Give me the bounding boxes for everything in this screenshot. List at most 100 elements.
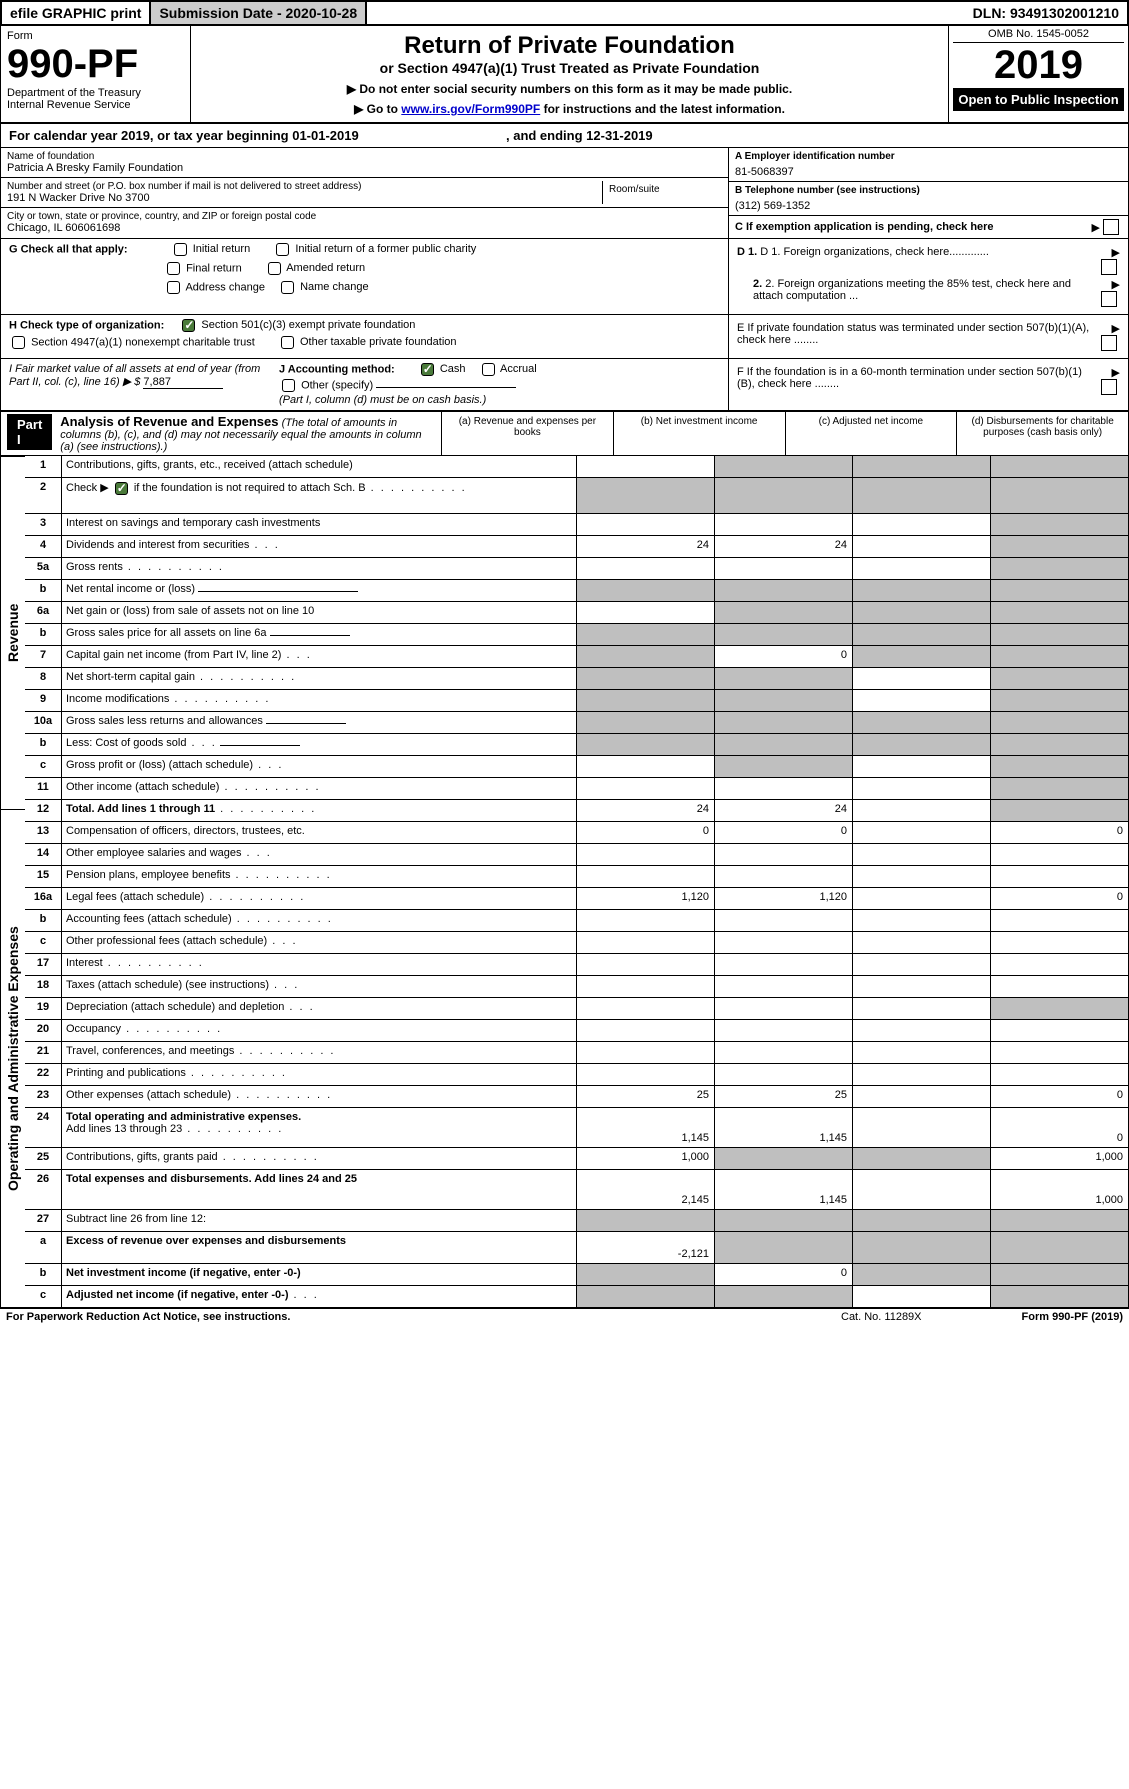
g-final-checkbox[interactable] — [167, 262, 180, 275]
form-number: 990-PF — [7, 42, 184, 87]
r12-b: 24 — [714, 800, 852, 821]
g-name-checkbox[interactable] — [281, 281, 294, 294]
j-other-checkbox[interactable] — [282, 379, 295, 392]
arrow-icon: ▶ — [1092, 221, 1100, 234]
g-initial-label: Initial return — [193, 243, 250, 255]
instr2-post: for instructions and the latest informat… — [544, 102, 785, 116]
g-initial-former-checkbox[interactable] — [276, 243, 289, 256]
r2-desc: Check ▶ if the foundation is not require… — [61, 478, 576, 513]
part1-badge: Part I — [7, 414, 52, 450]
table-row: 24Total operating and administrative exp… — [25, 1108, 1128, 1148]
g-addr-checkbox[interactable] — [167, 281, 180, 294]
r2-post: if the foundation is not required to att… — [134, 482, 366, 494]
table-row: 7Capital gain net income (from Part IV, … — [25, 646, 1128, 668]
h-other-label: Other taxable private foundation — [300, 336, 457, 348]
cal-year-end: , and ending 12-31-2019 — [506, 128, 653, 143]
r10a-desc: Gross sales less returns and allowances — [61, 712, 576, 733]
d1-checkbox[interactable] — [1101, 259, 1117, 275]
table-row: 26Total expenses and disbursements. Add … — [25, 1170, 1128, 1210]
r5b-desc: Net rental income or (loss) — [61, 580, 576, 601]
name-label: Name of foundation — [7, 151, 722, 162]
expenses-vtab: Operating and Administrative Expenses — [1, 810, 25, 1308]
room-label: Room/suite — [609, 184, 660, 195]
instr-1: ▶ Do not enter social security numbers o… — [201, 82, 938, 96]
r2-checkbox[interactable] — [115, 482, 128, 495]
addr-value: 191 N Wacker Drive No 3700 — [7, 192, 598, 204]
instr-2: ▶ Go to www.irs.gov/Form990PF for instru… — [201, 102, 938, 116]
table-row: 3Interest on savings and temporary cash … — [25, 514, 1128, 536]
h-4947-checkbox[interactable] — [12, 336, 25, 349]
d2-label: 2. Foreign organizations meeting the 85%… — [753, 278, 1071, 302]
r26-a: 2,145 — [576, 1170, 714, 1209]
table-row: 23Other expenses (attach schedule)25250 — [25, 1086, 1128, 1108]
g-initial-checkbox[interactable] — [174, 243, 187, 256]
table-row: 25Contributions, gifts, grants paid1,000… — [25, 1148, 1128, 1170]
table-row: 11Other income (attach schedule) — [25, 778, 1128, 800]
h-other-checkbox[interactable] — [281, 336, 294, 349]
table-row: bGross sales price for all assets on lin… — [25, 624, 1128, 646]
form990pf-link[interactable]: www.irs.gov/Form990PF — [401, 102, 540, 116]
table-row: bNet investment income (if negative, ent… — [25, 1264, 1128, 1286]
room-cell: Room/suite — [602, 181, 722, 204]
table-row: 5aGross rents — [25, 558, 1128, 580]
ein-value: 81-5068397 — [735, 162, 1122, 178]
r14-desc: Other employee salaries and wages — [61, 844, 576, 865]
col-b-header: (b) Net investment income — [613, 412, 785, 455]
table-row: aExcess of revenue over expenses and dis… — [25, 1232, 1128, 1264]
r27a-a: -2,121 — [576, 1232, 714, 1263]
r26-d: 1,000 — [990, 1170, 1128, 1209]
table-row: 18Taxes (attach schedule) (see instructi… — [25, 976, 1128, 998]
table-row: 9Income modifications — [25, 690, 1128, 712]
r4-a: 24 — [576, 536, 714, 557]
g-addr-label: Address change — [185, 281, 265, 293]
table-row: 19Depreciation (attach schedule) and dep… — [25, 998, 1128, 1020]
table-row: 14Other employee salaries and wages — [25, 844, 1128, 866]
h-501c3-checkbox[interactable] — [182, 319, 195, 332]
r24-desc: Total operating and administrative expen… — [61, 1108, 576, 1147]
j-cash-checkbox[interactable] — [421, 363, 434, 376]
address-cell: Number and street (or P.O. box number if… — [1, 178, 728, 208]
g-initial-former-label: Initial return of a former public charit… — [295, 243, 476, 255]
r26-desc: Total expenses and disbursements. Add li… — [61, 1170, 576, 1209]
r11-desc: Other income (attach schedule) — [61, 778, 576, 799]
table-row: 22Printing and publications — [25, 1064, 1128, 1086]
j-accrual-checkbox[interactable] — [482, 363, 495, 376]
h-label: H Check type of organization: — [9, 319, 164, 331]
c-checkbox[interactable] — [1103, 219, 1119, 235]
r27b-b: 0 — [714, 1264, 852, 1285]
g-amended-checkbox[interactable] — [268, 262, 281, 275]
irs-label: Internal Revenue Service — [7, 99, 184, 111]
table-row: 1Contributions, gifts, grants, etc., rec… — [25, 456, 1128, 478]
e-checkbox[interactable] — [1101, 335, 1117, 351]
j-other-label: Other (specify) — [301, 379, 373, 391]
j-accrual-label: Accrual — [500, 363, 537, 375]
r19-desc: Depreciation (attach schedule) and deple… — [61, 998, 576, 1019]
submission-date: Submission Date - 2020-10-28 — [151, 2, 367, 24]
r4-b: 24 — [714, 536, 852, 557]
table-row: 13Compensation of officers, directors, t… — [25, 822, 1128, 844]
r25-a: 1,000 — [576, 1148, 714, 1169]
r1-desc: Contributions, gifts, grants, etc., rece… — [61, 456, 576, 477]
r10b-desc: Less: Cost of goods sold — [61, 734, 576, 755]
r16a-a: 1,120 — [576, 888, 714, 909]
form-right-block: OMB No. 1545-0052 2019 Open to Public In… — [948, 26, 1128, 122]
r24-a: 1,145 — [576, 1108, 714, 1147]
instr2-pre: ▶ Go to — [354, 102, 401, 116]
r5a-desc: Gross rents — [61, 558, 576, 579]
r16b-desc: Accounting fees (attach schedule) — [61, 910, 576, 931]
table-row: cOther professional fees (attach schedul… — [25, 932, 1128, 954]
j-label: J Accounting method: — [279, 363, 395, 375]
f-checkbox[interactable] — [1101, 379, 1117, 395]
r3-desc: Interest on savings and temporary cash i… — [61, 514, 576, 535]
footer-mid: Cat. No. 11289X — [841, 1311, 922, 1323]
r20-desc: Occupancy — [61, 1020, 576, 1041]
g-label: G Check all that apply: — [9, 243, 128, 255]
city-cell: City or town, state or province, country… — [1, 208, 728, 237]
city-value: Chicago, IL 606061698 — [7, 222, 722, 234]
r12-desc: Total. Add lines 1 through 11 — [61, 800, 576, 821]
r25-d: 1,000 — [990, 1148, 1128, 1169]
dept-label: Department of the Treasury — [7, 87, 184, 99]
r6a-desc: Net gain or (loss) from sale of assets n… — [61, 602, 576, 623]
foundation-name: Patricia A Bresky Family Foundation — [7, 162, 722, 174]
d2-checkbox[interactable] — [1101, 291, 1117, 307]
